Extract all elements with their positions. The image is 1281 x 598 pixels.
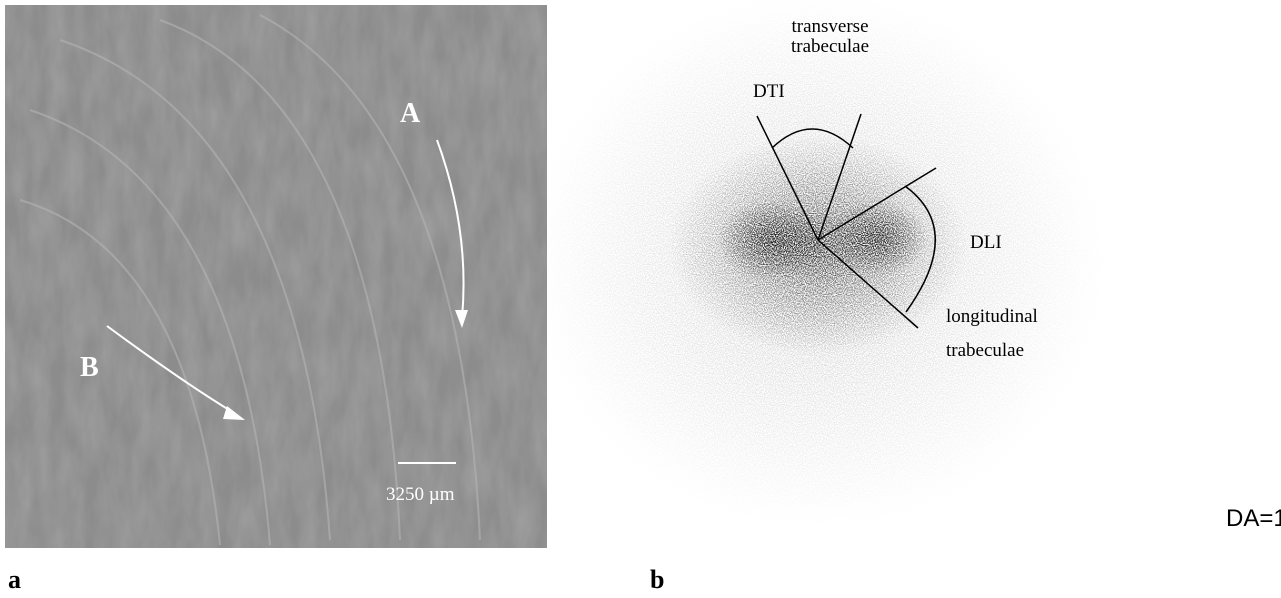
annotation: DTI xyxy=(753,81,785,102)
panel-label: a xyxy=(8,565,21,594)
ct-texture xyxy=(5,5,547,548)
trabeculae-arcs xyxy=(19,14,481,546)
panel-a: A B 3250 µm xyxy=(5,5,547,548)
arrow-head xyxy=(223,406,245,420)
annotation: trabeculae xyxy=(791,36,869,57)
arrow-label: B xyxy=(80,352,99,383)
panel-label: b xyxy=(650,565,664,594)
sector-lines xyxy=(756,113,937,329)
annotation: trabeculae xyxy=(946,340,1024,361)
panel-b: transverse trabeculae DTI DLI longitudin… xyxy=(528,0,1108,530)
arrow-a xyxy=(436,139,465,319)
arrow-head xyxy=(455,310,468,328)
arrow-label: A xyxy=(400,98,421,129)
annotation: transverse xyxy=(791,16,868,37)
annotation: longitudinal xyxy=(946,306,1038,327)
annotation: DLI xyxy=(970,232,1002,253)
da-value: DA=1.4 xyxy=(1226,505,1281,532)
scale-label: 3250 µm xyxy=(386,484,455,505)
arrow-b xyxy=(106,325,235,414)
fourier-lobe xyxy=(828,200,928,276)
fourier-lobe xyxy=(717,200,827,280)
